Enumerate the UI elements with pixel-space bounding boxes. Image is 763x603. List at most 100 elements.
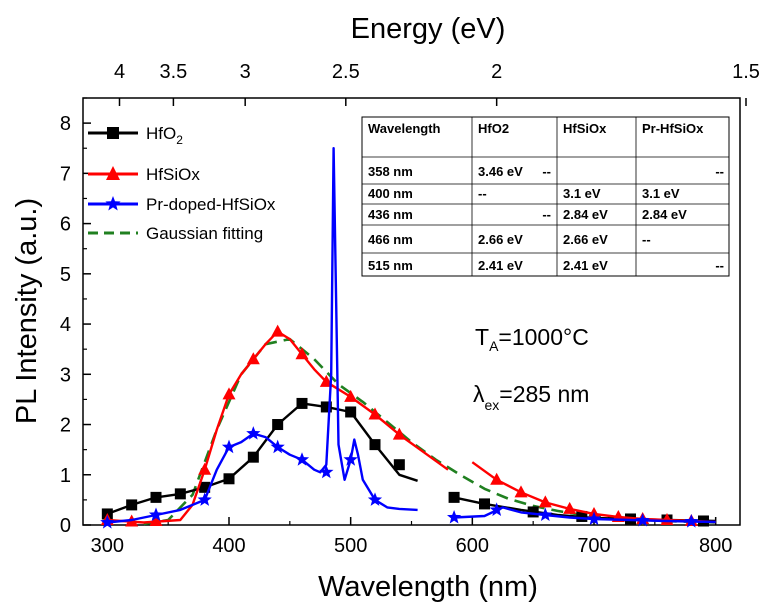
legend-marker-pr-hfsiox — [105, 196, 121, 211]
annealing-temperature-label: TA=1000°C — [475, 324, 589, 354]
table-cell-r0-c2: -- — [542, 164, 551, 179]
series-hfo2 — [101, 397, 716, 527]
inset-table: Wavelength HfO2 HfSiOx Pr-HfSiOx 358 nm … — [361, 116, 730, 277]
marker-hfo2 — [174, 488, 186, 500]
legend-item-hfo2: HfO2 — [88, 124, 183, 147]
marker-pr-doped-hfsiox — [367, 492, 383, 506]
legend-marker-hfsiox — [106, 166, 120, 180]
table-cell-r1-c1: -- — [478, 186, 487, 201]
series-line-gaussian-fitting — [143, 337, 716, 526]
marker-hfo2 — [272, 419, 284, 431]
marker-hfsiox — [295, 347, 309, 360]
marker-pr-doped-hfsiox — [197, 492, 212, 506]
table-header-pr-hfsiox: Pr-HfSiOx — [642, 121, 704, 136]
table-header-hfsiox: HfSiOx — [563, 121, 607, 136]
x-tick-label-400: 400 — [212, 535, 245, 557]
marker-hfo2 — [296, 397, 308, 409]
y-tick-label-2: 2 — [60, 415, 71, 437]
ta-sub: A — [489, 338, 499, 354]
table-header-wavelength: Wavelength — [368, 121, 441, 136]
marker-pr-doped-hfsiox — [489, 502, 504, 516]
marker-hfsiox — [344, 389, 358, 402]
table-cell-r0-c3: -- — [715, 164, 724, 179]
series-gaussian-fitting — [143, 337, 716, 526]
table-cell-r3-c2: 2.66 eV — [563, 232, 608, 247]
marker-hfo2 — [320, 401, 332, 413]
legend-label-pr-hfsiox: Pr-doped-HfSiOx — [146, 195, 276, 214]
x-tick-label-700: 700 — [577, 535, 610, 557]
excitation-wavelength-label: λex=285 nm — [473, 381, 589, 413]
series-hfsiox — [100, 324, 716, 527]
marker-hfo2 — [199, 481, 211, 493]
marker-hfo2 — [223, 473, 235, 485]
table-header-hfo2: HfO2 — [478, 121, 509, 136]
legend-label-hfo2: HfO2 — [146, 124, 183, 147]
top-axis-ticks: 4 3.5 3 2.5 2 1.5 — [114, 61, 760, 106]
marker-hfsiox — [538, 495, 552, 508]
series-pr-doped-hfsiox — [100, 147, 716, 529]
legend-label-hfo2-sub: 2 — [176, 133, 183, 147]
legend-marker-hfo2 — [107, 127, 119, 139]
x-axis-title: Wavelength (nm) — [318, 571, 538, 603]
marker-hfo2 — [150, 491, 162, 503]
table-cell-r1-c3: 3.1 eV — [642, 186, 680, 201]
legend-item-pr-hfsiox: Pr-doped-HfSiOx — [88, 195, 276, 214]
table-cell-r2-c3: 2.84 eV — [642, 207, 687, 222]
marker-hfsiox — [198, 462, 212, 475]
table-cell-r4-c2: 2.41 eV — [563, 258, 608, 273]
top-tick-label-1.5: 1.5 — [732, 61, 760, 83]
x-tick-label-800: 800 — [699, 535, 732, 557]
y-axis-title: PL Intensity (a.u.) — [11, 198, 43, 424]
marker-hfsiox — [149, 513, 163, 526]
table-cell-r4-c3: -- — [715, 258, 724, 273]
top-tick-label-4: 4 — [114, 61, 125, 83]
marker-pr-doped-hfsiox — [447, 510, 462, 524]
y-tick-label-8: 8 — [60, 113, 71, 135]
table-cell-r3-c3: -- — [642, 232, 651, 247]
legend-label-hfo2-base: HfO — [146, 124, 176, 143]
marker-hfsiox — [563, 501, 577, 514]
table-cell-r3-c1: 2.66 eV — [478, 232, 523, 247]
y-tick-label-5: 5 — [60, 264, 71, 286]
marker-pr-doped-hfsiox — [319, 464, 334, 479]
top-tick-label-2: 2 — [491, 61, 502, 83]
marker-pr-doped-hfsiox — [221, 439, 237, 454]
legend-item-hfsiox: HfSiOx — [88, 165, 200, 184]
marker-hfo2 — [448, 491, 460, 503]
marker-pr-doped-hfsiox — [538, 507, 553, 521]
x-tick-label-300: 300 — [91, 535, 124, 557]
marker-pr-doped-hfsiox — [100, 515, 115, 529]
x-tick-label-500: 500 — [334, 535, 367, 557]
marker-hfsiox — [514, 485, 528, 498]
y-tick-label-6: 6 — [60, 214, 71, 236]
marker-pr-doped-hfsiox — [343, 452, 358, 466]
table-cell-r4-c0: 515 nm — [368, 258, 413, 273]
legend-label-hfsiox: HfSiOx — [146, 165, 200, 184]
left-axis-ticks: 0 1 2 3 4 5 6 7 8 — [60, 97, 91, 537]
table-cell-r2-c0: 436 nm — [368, 207, 413, 222]
legend-label-gaussian: Gaussian fitting — [146, 224, 263, 243]
marker-pr-doped-hfsiox — [270, 439, 285, 454]
marker-pr-doped-hfsiox — [586, 511, 602, 525]
inset-table-border — [361, 116, 730, 277]
y-tick-label-3: 3 — [60, 364, 71, 386]
marker-pr-doped-hfsiox — [246, 426, 261, 440]
marker-hfsiox — [271, 324, 285, 337]
top-tick-label-2.5: 2.5 — [332, 61, 360, 83]
marker-hfo2 — [393, 459, 405, 471]
y-tick-label-1: 1 — [60, 465, 71, 487]
table-cell-r1-c2: 3.1 eV — [563, 186, 601, 201]
table-cell-r0-c1: 3.46 eV — [478, 164, 523, 179]
marker-pr-doped-hfsiox — [684, 514, 699, 528]
marker-hfo2 — [576, 510, 588, 522]
marker-hfo2 — [479, 498, 490, 510]
top-axis-title: Energy (eV) — [351, 13, 506, 45]
marker-pr-doped-hfsiox — [294, 452, 310, 466]
marker-hfo2 — [126, 499, 138, 511]
marker-hfo2 — [247, 451, 259, 463]
y-tick-label-4: 4 — [60, 314, 71, 336]
marker-hfsiox — [246, 352, 260, 365]
marker-hfsiox — [222, 387, 236, 400]
legend: HfO2 HfSiOx Pr-doped-HfSiOx Gaussian fit… — [88, 124, 276, 243]
